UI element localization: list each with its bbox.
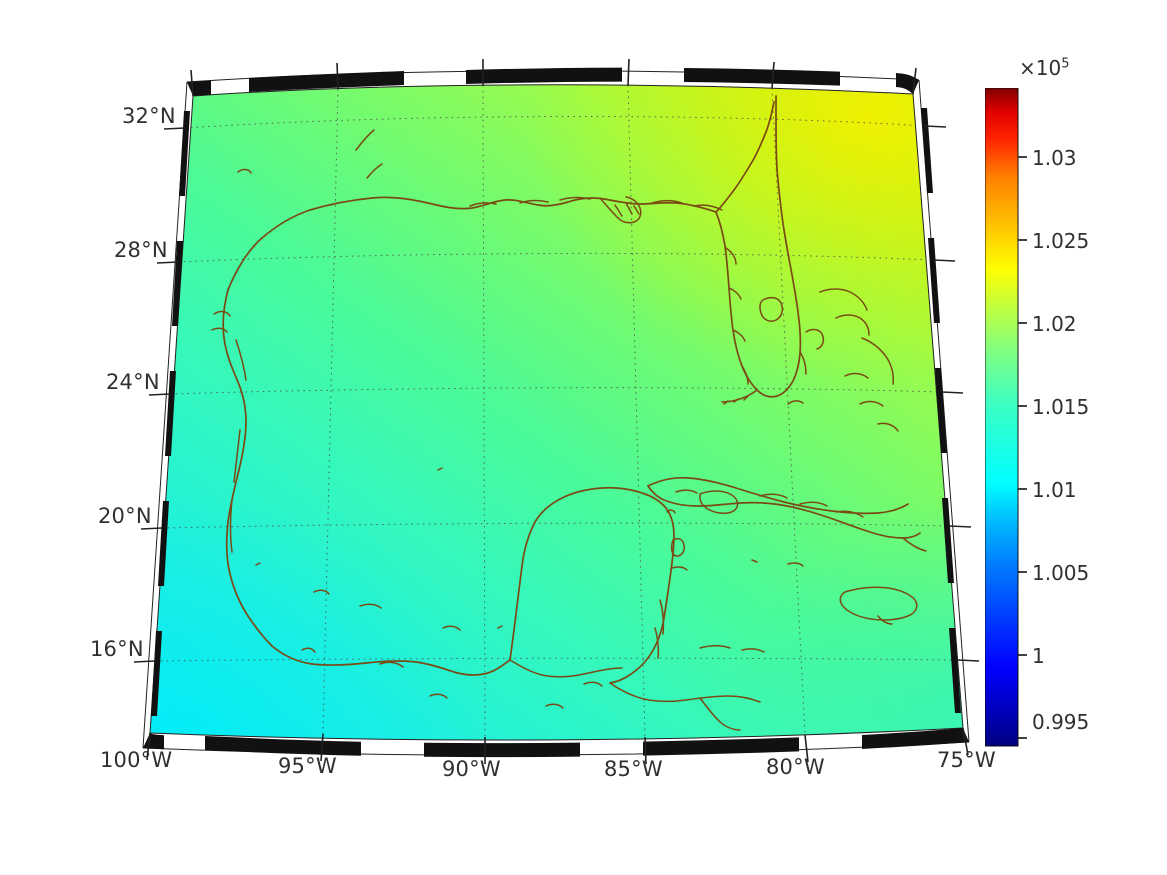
xtick-label-95w: 95°W — [278, 754, 337, 778]
longitude-ticks-top — [190, 58, 917, 97]
xtick-label-80w: 80°W — [766, 755, 825, 779]
ytick-label-20n: 20°N — [98, 504, 152, 528]
pressure-field — [150, 84, 963, 741]
xtick-label-100w: 100°W — [100, 748, 173, 772]
colorbar-tick-label-1015: 1.015 — [1032, 395, 1090, 419]
ytick-label-24n: 24°N — [106, 370, 160, 394]
colorbar-exponent-base: ×10 — [1019, 56, 1062, 80]
latitude-ticks-right — [924, 125, 980, 662]
xtick-label-90w: 90°W — [442, 757, 501, 781]
colorbar-tick-label-1010: 1.01 — [1032, 478, 1077, 502]
coastlines — [211, 95, 927, 731]
colorbar-tick-label-1000: 1 — [1032, 644, 1045, 668]
xtick-label-85w: 85°W — [604, 757, 663, 781]
colorbar-tick-label-1030: 1.03 — [1032, 146, 1077, 170]
colorbar-tick-label-1025: 1.025 — [1032, 229, 1090, 253]
ytick-label-32n: 32°N — [122, 104, 176, 128]
colorbar-exponent-power: 5 — [1061, 56, 1070, 72]
map-frame — [133, 58, 980, 765]
map-axes — [133, 58, 980, 765]
colorbar-tick-label-1020: 1.02 — [1032, 312, 1077, 336]
ytick-label-28n: 28°N — [114, 238, 168, 262]
longitude-ticks — [146, 727, 969, 765]
colorbar-tick-label-1005: 1.005 — [1032, 561, 1090, 585]
colorbar-tick-label-0995: 0.995 — [1032, 710, 1090, 734]
colorbar-exponent-label: ×105 — [1019, 56, 1070, 80]
ytick-label-16n: 16°N — [90, 637, 144, 661]
colorbar[interactable] — [985, 88, 1027, 748]
colorbar-ticks — [1018, 156, 1027, 739]
xtick-label-75w: 75°W — [937, 748, 996, 772]
colorbar-gradient — [985, 88, 1019, 747]
latitude-ticks — [133, 127, 186, 663]
